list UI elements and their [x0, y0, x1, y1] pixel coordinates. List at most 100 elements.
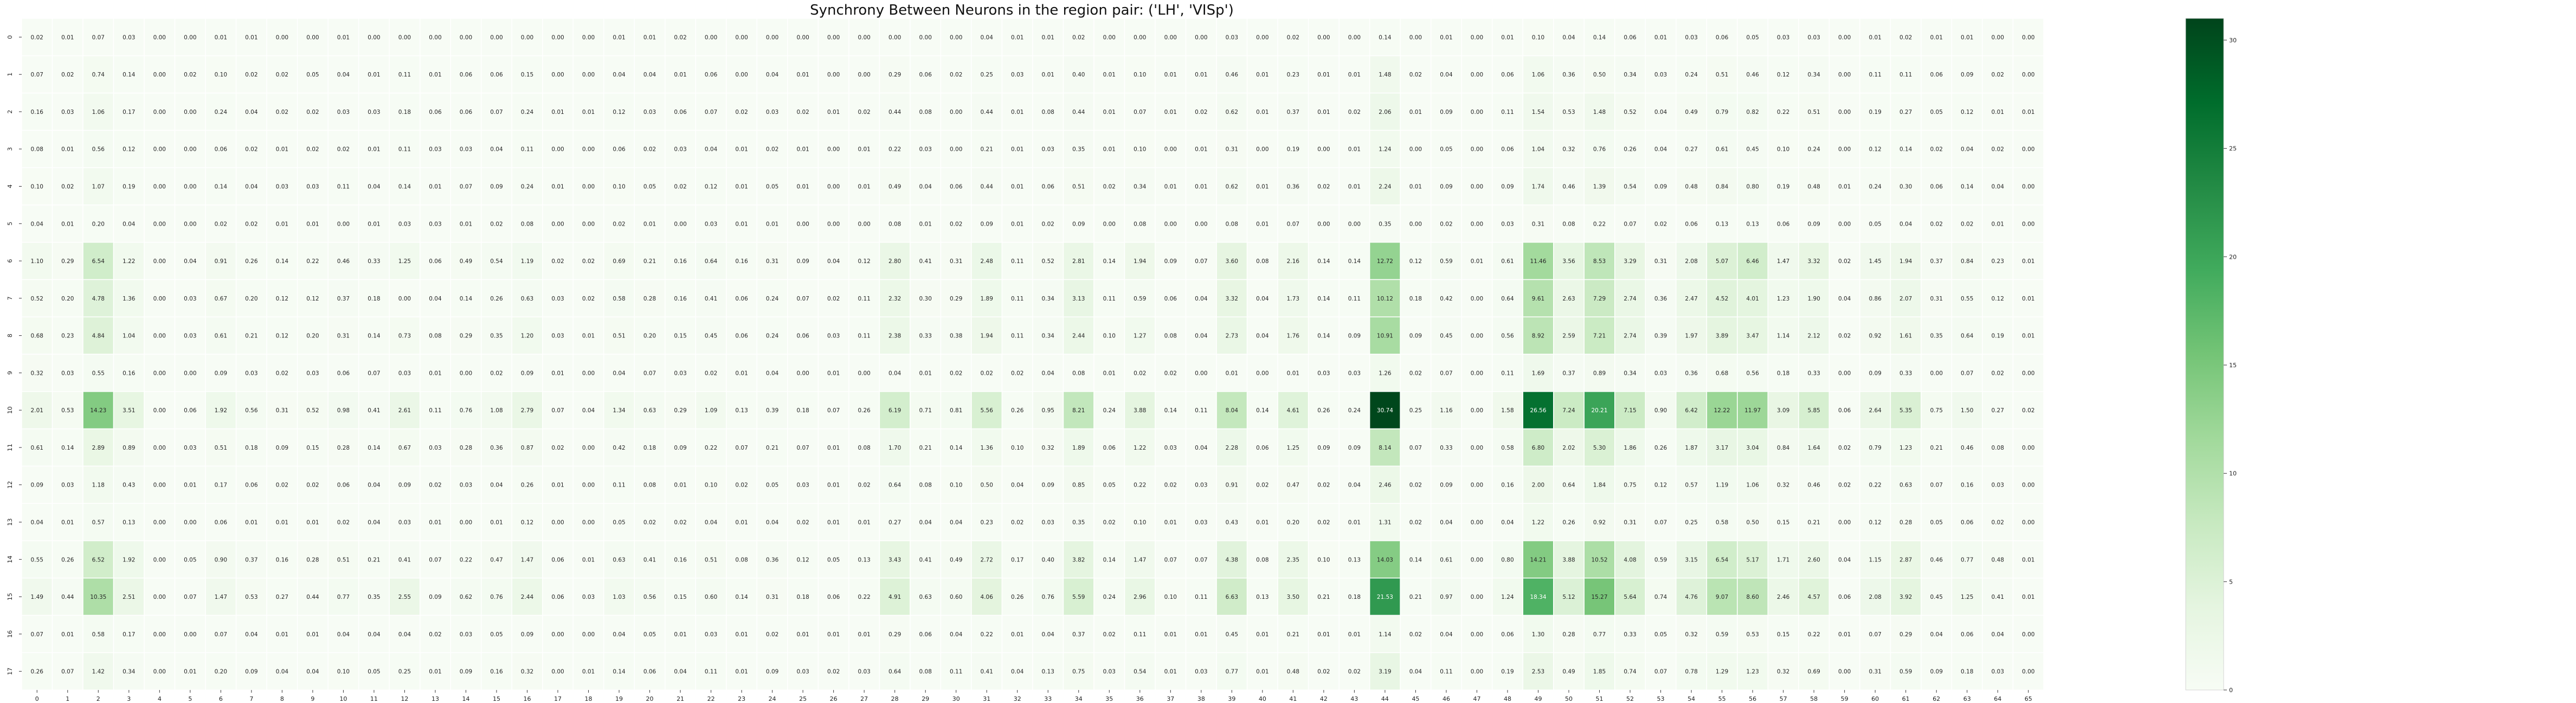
y-tick-label: 11 — [7, 444, 14, 451]
y-tick-label: 8 — [7, 334, 14, 337]
cell-label: 0.00 — [184, 146, 196, 153]
cell-label: 0.15 — [1777, 631, 1789, 638]
heatmap-cell — [1951, 465, 1983, 504]
cell-label: 0.00 — [582, 221, 595, 227]
cell-label: 0.04 — [1899, 221, 1912, 227]
cell-label: 0.00 — [796, 370, 809, 376]
cell-label: 0.20 — [245, 296, 257, 302]
cell-label: 0.02 — [735, 482, 748, 489]
x-tick-label: 65 — [2025, 695, 2032, 702]
heatmap-cell — [1308, 391, 1339, 430]
heatmap-cell — [511, 465, 543, 504]
cell-label: 0.00 — [1256, 34, 1268, 41]
cell-label: 0.17 — [123, 109, 135, 116]
heatmap-cell — [1828, 465, 1860, 504]
cell-label: 2.51 — [123, 594, 135, 600]
cell-label: 0.11 — [950, 669, 962, 675]
cell-label: 0.45 — [1440, 333, 1452, 340]
heatmap-cell — [511, 428, 543, 467]
cell-label: 0.07 — [551, 407, 564, 414]
cell-label: 0.01 — [276, 520, 288, 526]
cell-label: 0.04 — [1992, 184, 2005, 190]
cell-label: 0.31 — [766, 594, 778, 600]
cell-label: 0.01 — [1195, 631, 1207, 638]
heatmap-cell — [2012, 354, 2044, 392]
cell-label: 5.30 — [1593, 445, 1606, 451]
heatmap-cell — [266, 18, 298, 56]
heatmap-cell — [1737, 652, 1769, 691]
heatmap-cell — [266, 241, 298, 280]
cell-label: 0.04 — [1195, 333, 1208, 340]
cell-label: 1.06 — [92, 109, 105, 116]
cell-label: 0.06 — [1501, 146, 1514, 153]
cell-label: 0.01 — [735, 631, 748, 638]
cell-label: 0.16 — [735, 258, 748, 265]
cell-label: 0.07 — [1287, 221, 1299, 227]
cell-label: 0.14 — [1256, 407, 1269, 414]
cell-label: 2.00 — [1532, 482, 1544, 489]
heatmap-cell — [1706, 652, 1738, 691]
cell-label: 0.90 — [215, 557, 227, 563]
cell-label: 0.06 — [551, 594, 564, 600]
cell-label: 0.04 — [705, 520, 718, 526]
cell-label: 0.08 — [735, 557, 748, 563]
heatmap-cell — [1583, 279, 1615, 317]
cell-label: 0.32 — [1777, 482, 1789, 489]
heatmap-cell — [1676, 428, 1708, 467]
cell-label: 2.46 — [1777, 594, 1790, 600]
cell-label: 0.14 — [1317, 296, 1330, 302]
cell-label: 0.00 — [153, 146, 166, 153]
cell-label: 0.13 — [735, 407, 748, 414]
cell-label: 0.24 — [521, 109, 534, 116]
x-tick-label: 0 — [35, 695, 39, 702]
cell-label: 0.00 — [827, 221, 840, 227]
heatmap-cell — [511, 391, 543, 430]
heatmap-cell — [542, 316, 574, 355]
cell-label: 0.00 — [153, 482, 166, 489]
cell-label: 0.42 — [613, 445, 625, 451]
cell-label: 0.09 — [981, 221, 993, 227]
cell-label: 0.58 — [613, 296, 625, 302]
heatmap-cell — [1308, 465, 1339, 504]
cell-label: 0.15 — [521, 72, 533, 78]
heatmap-cell — [51, 652, 83, 691]
heatmap-cell — [787, 18, 819, 56]
x-tick-label: 38 — [1197, 695, 1205, 702]
cell-label: 0.00 — [1164, 221, 1177, 227]
cell-label: 0.22 — [1134, 482, 1146, 489]
cell-label: 2.01 — [31, 407, 43, 414]
cell-label: 0.01 — [674, 72, 686, 78]
heatmap-cell — [1491, 316, 1523, 355]
cell-label: 0.53 — [1562, 109, 1575, 116]
heatmap-cell — [542, 204, 574, 243]
heatmap-cell — [971, 55, 1003, 94]
heatmap-cell — [21, 316, 53, 355]
cell-label: 0.79 — [1716, 109, 1728, 116]
heatmap-cell — [1921, 465, 1953, 504]
cell-label: 0.20 — [61, 296, 74, 302]
x-tick-label: 11 — [370, 695, 378, 702]
cell-label: 0.01 — [919, 221, 932, 227]
heatmap-cell — [1951, 503, 1983, 541]
cell-label: 0.05 — [1869, 221, 1881, 227]
heatmap-cell — [1369, 316, 1401, 355]
cell-label: 0.00 — [398, 296, 411, 302]
cell-label: 0.01 — [1256, 631, 1268, 638]
x-tick-label: 4 — [158, 695, 162, 702]
heatmap-cell — [174, 354, 206, 392]
cell-label: 0.11 — [1134, 631, 1146, 638]
cell-label: 0.03 — [337, 109, 350, 116]
cell-label: 0.01 — [735, 221, 748, 227]
heatmap-cell — [1522, 18, 1554, 56]
cell-label: 0.18 — [245, 445, 257, 451]
heatmap-cell — [1645, 18, 1677, 56]
cell-label: 0.24 — [1103, 407, 1116, 414]
cell-label: 2.24 — [1379, 184, 1392, 190]
cell-label: 0.01 — [735, 184, 748, 190]
cell-label: 0.09 — [1348, 333, 1361, 340]
heatmap-cell — [542, 279, 574, 317]
heatmap-cell — [174, 615, 206, 653]
cell-label: 0.02 — [1992, 370, 2004, 376]
heatmap-cell — [51, 204, 83, 243]
heatmap-cell — [572, 279, 604, 317]
